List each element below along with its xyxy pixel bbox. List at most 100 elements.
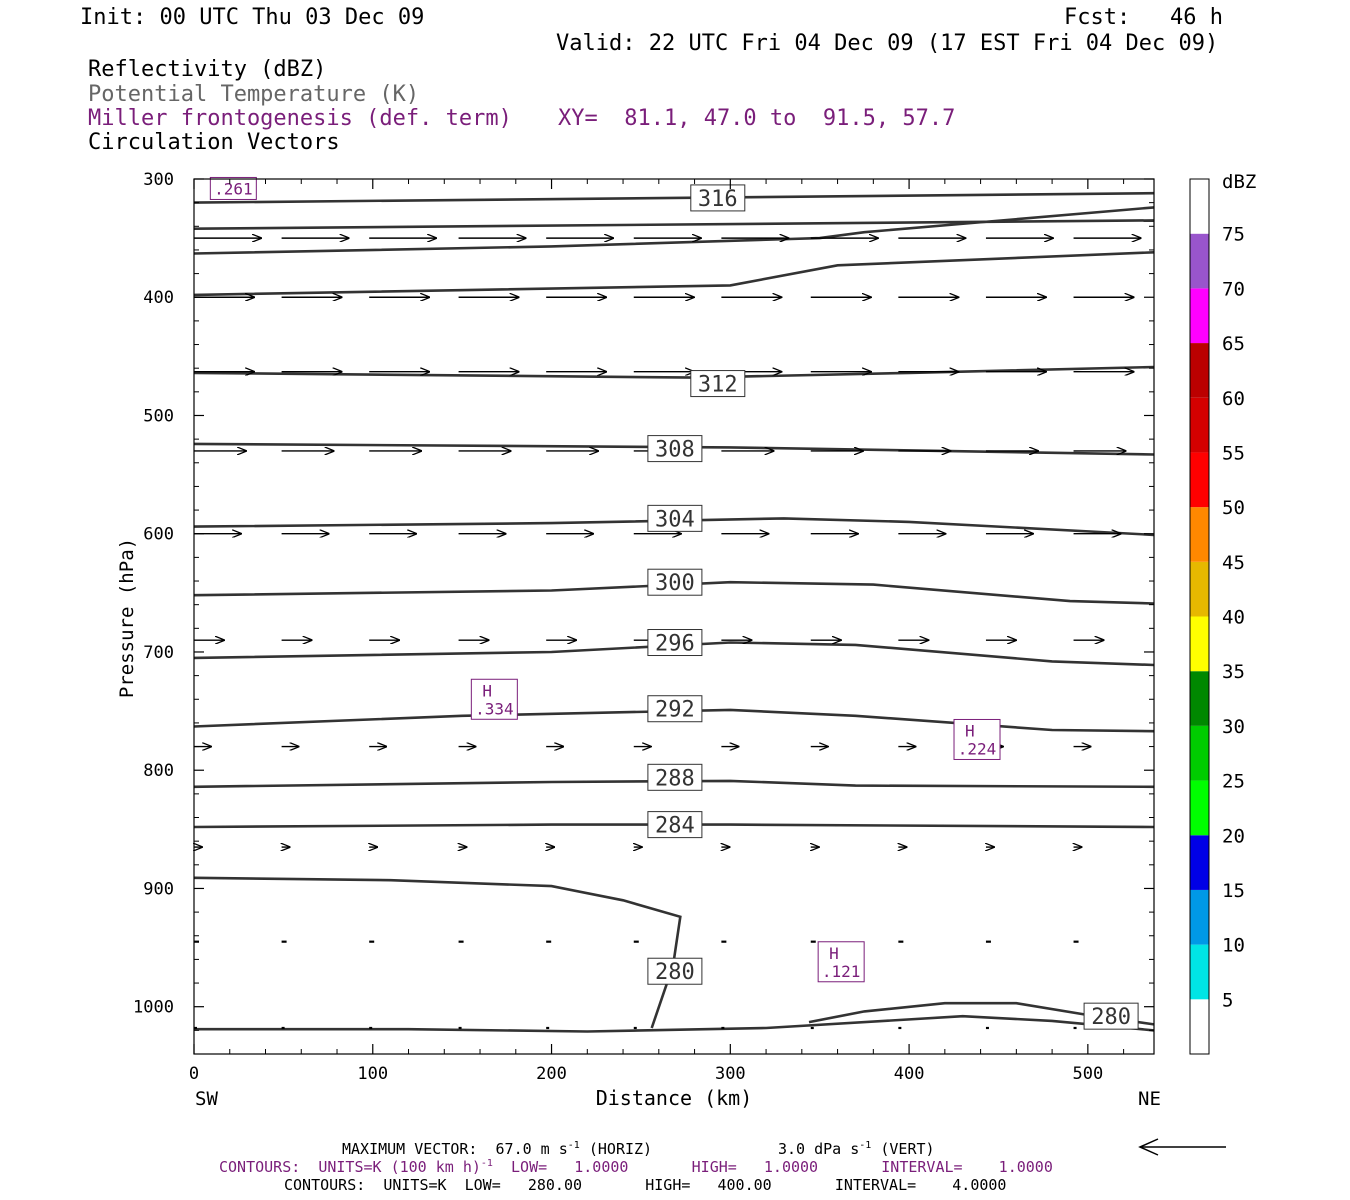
colorbar-segment [1190,452,1209,508]
legend-miller-frontogenesis: Miller frontogenesis (def. term) [88,106,512,131]
theta-contour [193,219,1155,230]
contour-label-box [647,811,703,839]
colorbar-label: 60 [1222,388,1245,410]
frontogenesis-max-letter: H [965,721,975,740]
frontogenesis-max-letter: H [829,944,839,963]
colorbar-label: 30 [1222,716,1245,738]
contour-label-box [647,695,703,723]
contour-label: 304 [655,507,695,532]
contour-label-box [647,957,703,985]
colorbar-label: 75 [1222,224,1245,246]
contour-label: 284 [655,814,695,839]
colorbar-segment [1190,561,1209,617]
contour-label-box [647,504,703,532]
y-tick-label: 600 [143,525,174,545]
contour-label: 280 [1091,1005,1131,1030]
colorbar-segment [1190,780,1209,836]
frontogenesis-max-box [953,718,1001,760]
x-axis-label: Distance (km) [596,1086,753,1110]
colorbar-label: 55 [1222,442,1245,464]
colorbar-label: 35 [1222,661,1245,683]
plot-frame [193,178,1155,1055]
theta-contour [193,641,1155,667]
colorbar-segment [1190,944,1209,1000]
x-tick-label: 500 [1072,1064,1103,1084]
y-tick-label: 700 [143,643,174,663]
colorbar-label: 50 [1222,497,1245,519]
frontogenesis-max-value: .261 [214,179,253,198]
x-tick-label: 200 [536,1064,567,1084]
frontogenesis-max-box [209,176,257,200]
theta-contour [193,206,1155,255]
contour-label-box [647,568,703,596]
y-tick-label: 1000 [133,998,174,1018]
colorbar-label: 70 [1222,278,1245,300]
theta-contour [194,1014,1155,1033]
footer-max-vector: MAXIMUM VECTOR: 67.0 m s-1 (HORIZ) [342,1140,653,1158]
theta-contour [193,251,1155,297]
colorbar-segment [1190,999,1209,1054]
contour-label: 300 [655,571,695,596]
theta-contour [193,365,1155,379]
theta-contour [193,708,1155,733]
contour-label: 308 [655,438,695,463]
y-tick-label: 900 [143,879,174,899]
contour-label: 316 [698,187,738,212]
reference-vector-arrowhead [1138,1138,1159,1156]
frontogenesis-max-value: .224 [958,739,997,758]
colorbar-segment [1190,288,1209,344]
colorbar-unit: dBZ [1222,171,1256,193]
y-tick-label: 400 [143,288,174,308]
colorbar-segment [1190,397,1209,453]
colorbar-label: 20 [1222,825,1245,847]
theta-contour [193,876,682,1029]
colorbar-label: 15 [1222,880,1245,902]
colorbar-label: 5 [1222,989,1233,1011]
theta-contour [193,779,1155,789]
contour-label: 280 [655,960,695,985]
colorbar-segment [1190,233,1209,289]
colorbar-segment [1190,616,1209,672]
theta-contour [193,823,1155,829]
x-end-label-sw: SW [195,1088,218,1110]
contour-label-box [647,435,703,463]
footer-contours-theta: CONTOURS: UNITS=K LOW= 280.00 HIGH= 400.… [284,1176,1007,1194]
frontogenesis-max-letter: H [482,681,492,700]
colorbar-frame [1189,178,1210,1055]
x-tick-label: 100 [357,1064,388,1084]
colorbar-label: 25 [1222,771,1245,793]
colorbar-label: 40 [1222,607,1245,629]
frontogenesis-max-box [470,678,518,720]
theta-contour [193,191,1155,204]
colorbar-segment [1190,507,1209,562]
contour-labels: 316312308304300296292288284280280H.334H.… [209,176,1139,1030]
theta-contour [193,442,1155,456]
x-tick-label: 300 [715,1064,746,1084]
contour-label-box [647,763,703,791]
theta-contours [193,191,1155,1033]
frontogenesis-max-value: .121 [822,962,861,981]
contour-label: 312 [698,373,738,398]
colorbar-segment [1190,889,1209,945]
x-tick-label: 400 [894,1064,925,1084]
colorbar: 5 10 15 20 25 30 35 40 45 50 55 60 65 70 75 [1189,178,1245,1055]
colorbar-segment [1190,343,1209,398]
frontogenesis-max-box [817,941,865,983]
contour-label-box [647,629,703,657]
cross-section-endpoints: XY= 81.1, 47.0 to 91.5, 57.7 [558,106,956,131]
colorbar-segment [1190,179,1209,234]
y-axis-label: Pressure (hPa) [116,538,138,698]
valid-time: Valid: 22 UTC Fri 04 Dec 09 (17 EST Fri … [556,31,1219,56]
theta-contour [193,580,1155,605]
legend-circulation-vectors: Circulation Vectors [88,130,340,155]
plot-axes: 300 400 500 600 700 800 900 1000 0 100 200 300 400 50… [133,170,1155,1084]
y-tick-label: 800 [143,761,174,781]
init-time: Init: 00 UTC Thu 03 Dec 09 [80,5,425,30]
legend-potential-temperature: Potential Temperature (K) [88,82,420,107]
frontogenesis-max-value: .334 [475,699,514,718]
forecast-hour: Fcst: 46 h [1064,5,1223,30]
colorbar-label: 10 [1222,935,1245,957]
x-tick-label: 0 [189,1064,199,1084]
contour-label-box [1083,1002,1139,1030]
